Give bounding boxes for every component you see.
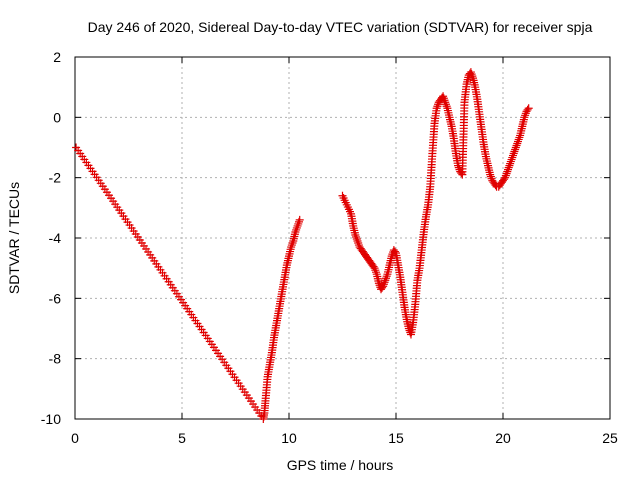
data-point xyxy=(508,151,517,160)
x-axis-label: GPS time / hours xyxy=(287,457,394,473)
data-point xyxy=(291,227,300,236)
y-tick-label: -4 xyxy=(49,230,62,246)
x-tick-label: 10 xyxy=(281,430,297,446)
data-point xyxy=(439,94,448,103)
data-point xyxy=(513,137,522,146)
data-points xyxy=(72,68,533,423)
data-point xyxy=(508,153,517,162)
x-tick-label: 20 xyxy=(495,430,511,446)
y-tick-label: -10 xyxy=(41,411,61,427)
data-point xyxy=(381,276,390,285)
y-tick-label: -2 xyxy=(49,170,62,186)
data-point xyxy=(514,135,523,144)
data-point xyxy=(287,243,296,252)
data-point xyxy=(294,217,303,226)
data-point xyxy=(505,161,514,170)
y-tick-label: 0 xyxy=(53,109,61,125)
data-point xyxy=(442,102,451,111)
data-point xyxy=(369,262,378,271)
data-point xyxy=(523,105,532,114)
data-point xyxy=(292,223,301,232)
data-point xyxy=(351,230,360,239)
data-point xyxy=(503,167,512,176)
x-tick-label: 15 xyxy=(388,430,404,446)
data-point xyxy=(513,139,522,148)
data-point xyxy=(500,175,509,184)
data-point xyxy=(382,272,391,281)
data-point xyxy=(509,149,518,158)
data-point xyxy=(503,165,512,174)
data-point xyxy=(379,282,388,291)
data-point xyxy=(520,113,529,122)
data-point xyxy=(440,96,449,105)
data-point xyxy=(457,169,466,178)
y-tick-label: 2 xyxy=(53,49,61,65)
data-point xyxy=(486,170,495,179)
data-point xyxy=(501,173,510,182)
data-point xyxy=(511,145,520,154)
data-point xyxy=(515,133,524,142)
data-point xyxy=(353,237,362,246)
data-point xyxy=(501,171,510,180)
data-point xyxy=(387,252,396,261)
data-point xyxy=(507,155,516,164)
data-point xyxy=(524,104,533,113)
data-point xyxy=(378,283,387,292)
data-point xyxy=(352,235,361,244)
chart-title: Day 246 of 2020, Sidereal Day-to-day VTE… xyxy=(88,19,593,35)
data-point xyxy=(380,278,389,287)
data-point xyxy=(352,232,361,241)
data-point xyxy=(372,268,381,277)
data-point xyxy=(292,225,301,234)
y-tick-label: -8 xyxy=(49,351,62,367)
data-point xyxy=(370,264,379,273)
x-tick-label: 25 xyxy=(602,430,618,446)
data-point xyxy=(293,221,302,230)
x-tick-label: 0 xyxy=(71,430,79,446)
ticks: 0 5 10 15 20 25 -10 -8 -6 -4 -2 0 2 xyxy=(41,49,618,446)
data-point xyxy=(379,280,388,289)
data-point xyxy=(487,174,496,183)
y-tick-label: -6 xyxy=(49,290,62,306)
data-point xyxy=(454,163,463,172)
data-point xyxy=(371,266,380,275)
data-point xyxy=(288,239,297,248)
y-axis-label: SDTVAR / TECUs xyxy=(6,182,22,294)
data-point xyxy=(502,169,511,178)
data-point xyxy=(439,92,448,101)
data-point xyxy=(287,241,296,250)
data-point xyxy=(390,247,399,256)
data-point xyxy=(441,100,450,109)
data-point xyxy=(521,111,530,120)
data-point xyxy=(511,143,520,152)
data-point xyxy=(441,98,450,107)
data-point xyxy=(504,163,513,172)
data-point xyxy=(486,172,495,181)
data-point xyxy=(374,279,383,288)
data-point xyxy=(506,157,515,166)
data-point xyxy=(294,219,303,228)
data-point xyxy=(466,68,475,77)
data-point xyxy=(512,141,521,150)
data-point xyxy=(295,215,304,224)
data-point xyxy=(382,274,391,283)
data-point xyxy=(433,102,442,111)
data-point xyxy=(432,104,441,113)
data-point xyxy=(510,147,519,156)
data-point xyxy=(434,100,443,109)
x-tick-label: 5 xyxy=(178,430,186,446)
data-point xyxy=(506,159,515,168)
data-point xyxy=(354,239,363,248)
data-point xyxy=(521,109,530,118)
data-point xyxy=(354,241,363,250)
data-point xyxy=(467,70,476,79)
data-point xyxy=(468,72,477,81)
